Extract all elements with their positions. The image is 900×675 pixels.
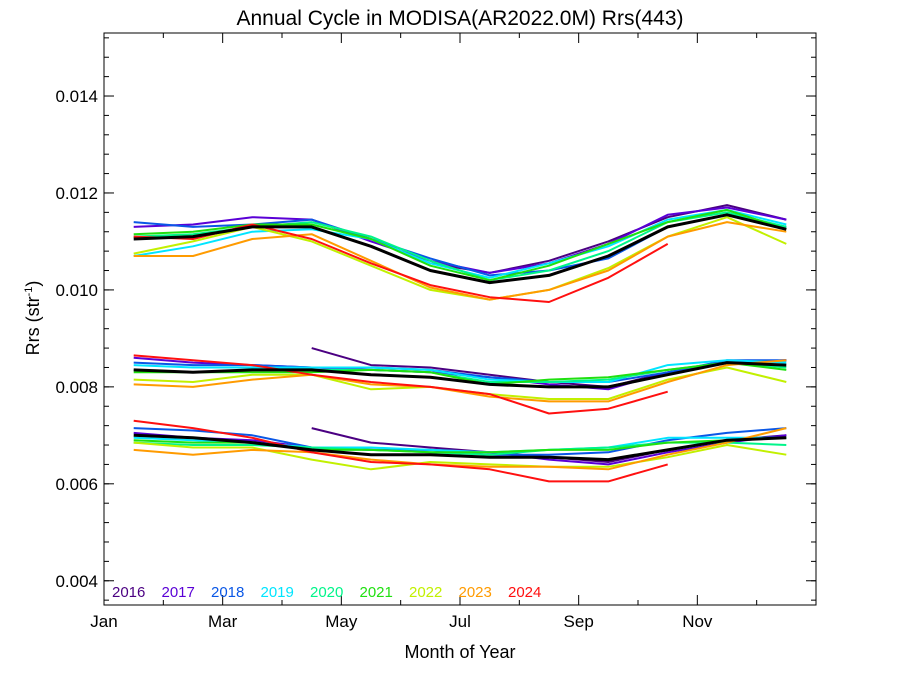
x-tick-label: Jan [90,612,117,631]
y-tick-label: 0.012 [55,184,98,203]
series-lines [133,204,787,483]
y-tick-label: 0.004 [55,572,98,591]
legend-item-2020: 2020 [310,584,343,601]
x-tick-label: Mar [208,612,238,631]
plot-frame [103,32,817,606]
legend-item-2016: 2016 [112,584,145,601]
legend-item-2017: 2017 [162,584,195,601]
mean-lower-line [133,433,787,462]
x-axis-label: Month of Year [404,642,515,662]
x-tick-label: Jul [449,612,471,631]
y-tick-label: 0.014 [55,87,98,106]
series-2024-middle-line [133,354,668,415]
series-2021-upper-line [133,208,787,282]
x-tick-label: Nov [682,612,713,631]
legend-item-2024: 2024 [508,584,541,601]
axis-ticks: 0.004 0.006 0.008 0.010 0.012 0.014 Jan Mar May J… [55,33,816,631]
legend-item-2021: 2021 [360,584,393,601]
mean-upper-line [133,213,787,285]
series-2021-middle-line [133,361,787,386]
mean-middle-line [133,361,787,389]
x-tick-label: Sep [564,612,594,631]
y-tick-label: 0.008 [55,378,98,397]
chart-title: Annual Cycle in MODISA(AR2022.0M) Rrs(44… [237,7,684,30]
x-tick-label: May [325,612,358,631]
legend-item-2018: 2018 [211,584,244,601]
legend: 2016 2017 2018 2019 2020 2021 2022 2023 2024 [112,584,541,601]
series-2023-upper-line [133,221,787,301]
y-axis-label: Rrs (str-1) [23,281,43,356]
legend-item-2019: 2019 [261,584,294,601]
legend-item-2022: 2022 [409,584,442,601]
series-2024-lower-line [133,419,668,483]
series-2019-middle-line [133,359,787,383]
y-tick-label: 0.010 [55,281,98,300]
series-2022-lower-line [133,441,787,471]
series-2023-middle-line [133,359,787,403]
legend-item-2023: 2023 [459,584,492,601]
series-2023-lower-line [133,427,787,471]
y-tick-label: 0.006 [55,475,98,494]
